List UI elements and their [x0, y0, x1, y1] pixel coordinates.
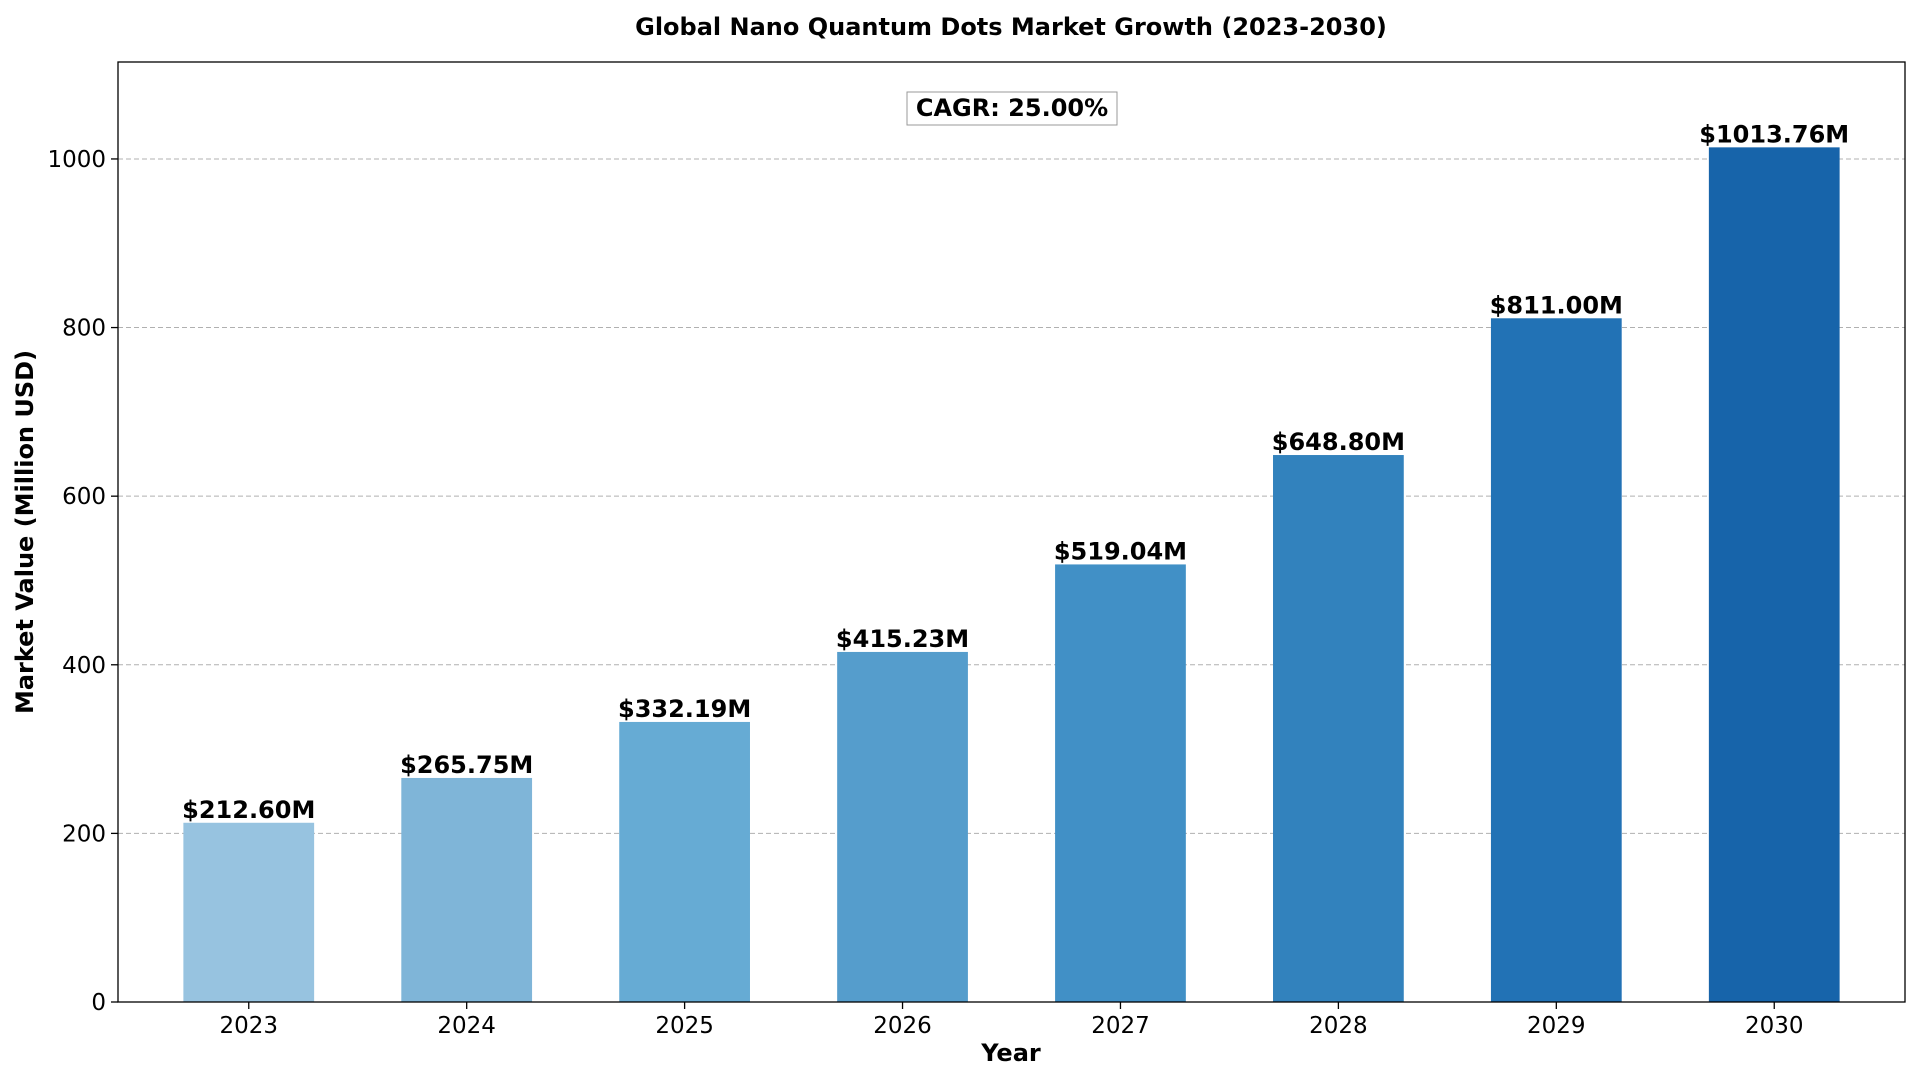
chart-title: Global Nano Quantum Dots Market Growth (…: [635, 13, 1387, 41]
y-tick-label: 600: [62, 484, 106, 510]
plot-frame: [117, 61, 1906, 1003]
data-labels-layer: $212.60M $265.75M $332.19M $415.23M $519.04M…: [182, 120, 1849, 823]
y-tick-label: 800: [62, 316, 106, 342]
data-label-2026: $415.23M: [836, 625, 969, 653]
bar-2029: [1490, 318, 1622, 1002]
x-tick-label-2025: 2025: [655, 1013, 714, 1039]
y-tick-label: 0: [91, 990, 106, 1016]
bar-2027: [1055, 564, 1186, 1002]
data-label-2023: $212.60M: [182, 796, 315, 824]
grid-layer: [118, 158, 1905, 834]
x-tick-label-2028: 2028: [1309, 1013, 1368, 1039]
cagr-annotation-text: CAGR: 25.00%: [916, 94, 1108, 122]
y-axis-label: Market Value (Million USD): [11, 350, 39, 714]
bars-layer: [183, 147, 1840, 1002]
bar-2024: [401, 777, 533, 1002]
bar-2028: [1273, 455, 1404, 1002]
y-tick-label: 1000: [47, 147, 106, 173]
data-label-2027: $519.04M: [1054, 537, 1187, 565]
cagr-annotation: CAGR: 25.00%: [906, 91, 1118, 126]
x-tick-label-2026: 2026: [873, 1013, 932, 1039]
y-tick-label: 200: [62, 821, 106, 847]
bar-2023: [183, 822, 315, 1002]
data-label-2028: $648.80M: [1272, 428, 1405, 456]
x-tick-label-2029: 2029: [1527, 1013, 1586, 1039]
x-tick-label-2027: 2027: [1091, 1013, 1150, 1039]
cagr-annotation-box: [906, 91, 1118, 126]
x-axis-label: Year: [980, 1039, 1041, 1067]
ticks-layer: 0 200 400 600 800 1000 2023 2024 2025 2026 2027 202…: [47, 147, 1803, 1039]
bar-2025: [619, 721, 750, 1002]
bar-2030: [1708, 147, 1840, 1002]
x-tick-label-2030: 2030: [1745, 1013, 1804, 1039]
data-label-2029: $811.00M: [1490, 291, 1623, 319]
x-tick-label-2023: 2023: [219, 1013, 278, 1039]
bar-2026: [837, 651, 968, 1002]
x-tick-label-2024: 2024: [437, 1013, 496, 1039]
data-label-2025: $332.19M: [618, 695, 751, 723]
y-tick-label: 400: [62, 653, 106, 679]
data-label-2024: $265.75M: [400, 751, 533, 779]
data-label-2030: $1013.76M: [1699, 120, 1849, 148]
